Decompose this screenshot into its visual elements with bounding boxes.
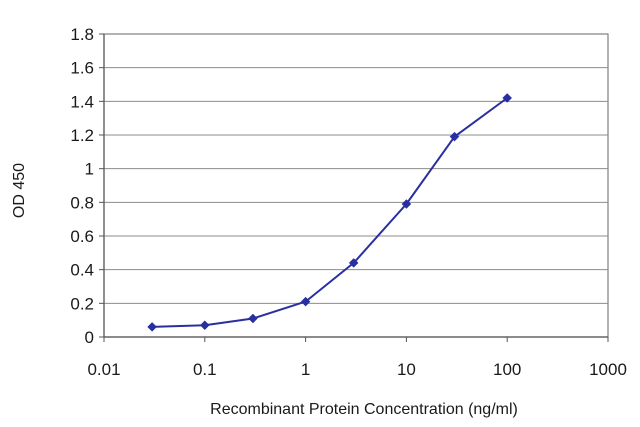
y-tick-label: 0.8 (70, 193, 94, 212)
y-tick-label: 1.2 (70, 126, 94, 145)
y-tick-label: 1.6 (70, 59, 94, 78)
x-tick-label: 1000 (589, 360, 627, 379)
data-point (348, 258, 359, 268)
data-point (401, 199, 412, 209)
data-point (300, 296, 311, 307)
data-point (449, 131, 460, 142)
y-tick-label: 0.6 (70, 227, 94, 246)
x-tick-label: 100 (493, 360, 521, 379)
series-layer (147, 93, 513, 332)
x-tick-label: 1 (301, 360, 310, 379)
y-tick-label: 1.4 (70, 92, 94, 111)
plot-area (103, 33, 609, 338)
axes (103, 34, 608, 338)
data-point (248, 313, 258, 324)
y-tick-label: 0.2 (70, 294, 94, 313)
data-point (147, 322, 157, 332)
series-line (152, 97, 508, 328)
y-tick-label: 1 (85, 160, 94, 179)
x-axis-title: Recombinant Protein Concentration (ng/ml… (210, 401, 518, 418)
y-tick-label: 0.4 (70, 261, 94, 280)
x-tick-label: 10 (397, 360, 416, 379)
x-tick-label: 0.1 (193, 360, 217, 379)
y-tick-label: 0 (85, 328, 94, 347)
y-tick-labels: 0 0.2 0.4 0.6 0.8 1 1.2 1.4 1.6 1.8 (70, 25, 104, 347)
grid-lines (104, 67, 608, 304)
data-point (502, 93, 513, 103)
data-point (199, 320, 210, 331)
x-tick-label: 0.01 (87, 360, 120, 379)
y-tick-label: 1.8 (70, 25, 94, 44)
x-tick-labels: 0.01 0.1 1 10 100 1000 (87, 337, 627, 379)
y-axis-title: OD 450 (11, 163, 28, 218)
